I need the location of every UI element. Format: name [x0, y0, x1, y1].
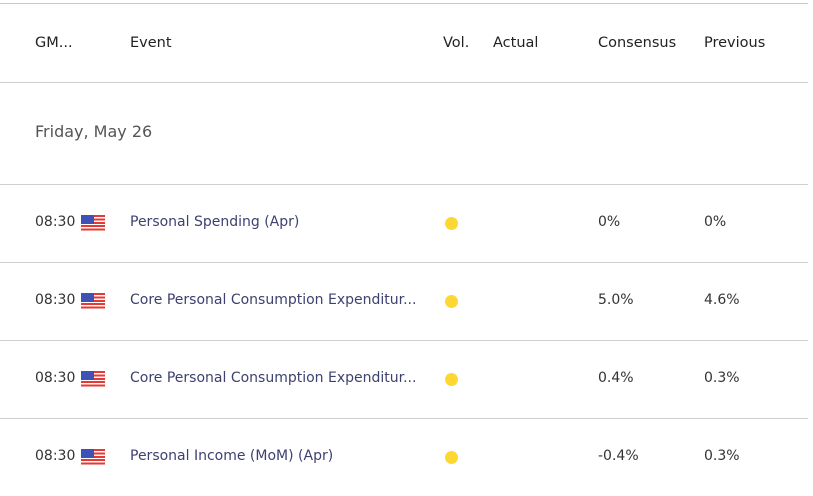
date-group-header: Friday, May 26	[0, 83, 808, 185]
table-row[interactable]: 08:30 Core Personal Consumption Expendit…	[0, 341, 808, 419]
volatility-dot-icon	[445, 217, 458, 230]
us-flag-icon	[81, 293, 105, 310]
event-time: 08:30	[35, 214, 76, 230]
event-previous: 0%	[704, 214, 727, 230]
event-consensus: 5.0%	[598, 292, 634, 308]
table-row[interactable]: 08:30 Personal Spending (Apr) 0% 0%	[0, 185, 808, 263]
table-header: GM... Event Vol. Actual Consensus Previo…	[0, 4, 808, 83]
event-previous: 4.6%	[704, 292, 740, 308]
us-flag-icon	[81, 215, 105, 232]
event-consensus: 0%	[598, 214, 621, 230]
event-time: 08:30	[35, 292, 76, 308]
header-event[interactable]: Event	[130, 35, 172, 51]
economic-calendar-table: GM... Event Vol. Actual Consensus Previo…	[0, 3, 808, 496]
event-consensus: -0.4%	[598, 448, 639, 464]
event-name[interactable]: Personal Income (MoM) (Apr)	[130, 448, 334, 464]
table-row[interactable]: 08:30 Personal Income (MoM) (Apr) -0.4% …	[0, 419, 808, 496]
volatility-dot-icon	[445, 373, 458, 386]
event-time: 08:30	[35, 370, 76, 386]
event-name[interactable]: Core Personal Consumption Expenditur...	[130, 292, 417, 308]
us-flag-icon	[81, 371, 105, 388]
header-time[interactable]: GM...	[35, 35, 73, 51]
event-time: 08:30	[35, 448, 76, 464]
header-actual[interactable]: Actual	[493, 35, 539, 51]
header-vol[interactable]: Vol.	[443, 35, 470, 51]
volatility-dot-icon	[445, 295, 458, 308]
date-label: Friday, May 26	[35, 122, 153, 141]
table-row[interactable]: 08:30 Core Personal Consumption Expendit…	[0, 263, 808, 341]
event-name[interactable]: Personal Spending (Apr)	[130, 214, 300, 230]
header-previous[interactable]: Previous	[704, 35, 766, 51]
event-name[interactable]: Core Personal Consumption Expenditur...	[130, 370, 417, 386]
header-consensus[interactable]: Consensus	[598, 35, 677, 51]
us-flag-icon	[81, 449, 105, 466]
event-consensus: 0.4%	[598, 370, 634, 386]
event-previous: 0.3%	[704, 370, 740, 386]
event-previous: 0.3%	[704, 448, 740, 464]
volatility-dot-icon	[445, 451, 458, 464]
